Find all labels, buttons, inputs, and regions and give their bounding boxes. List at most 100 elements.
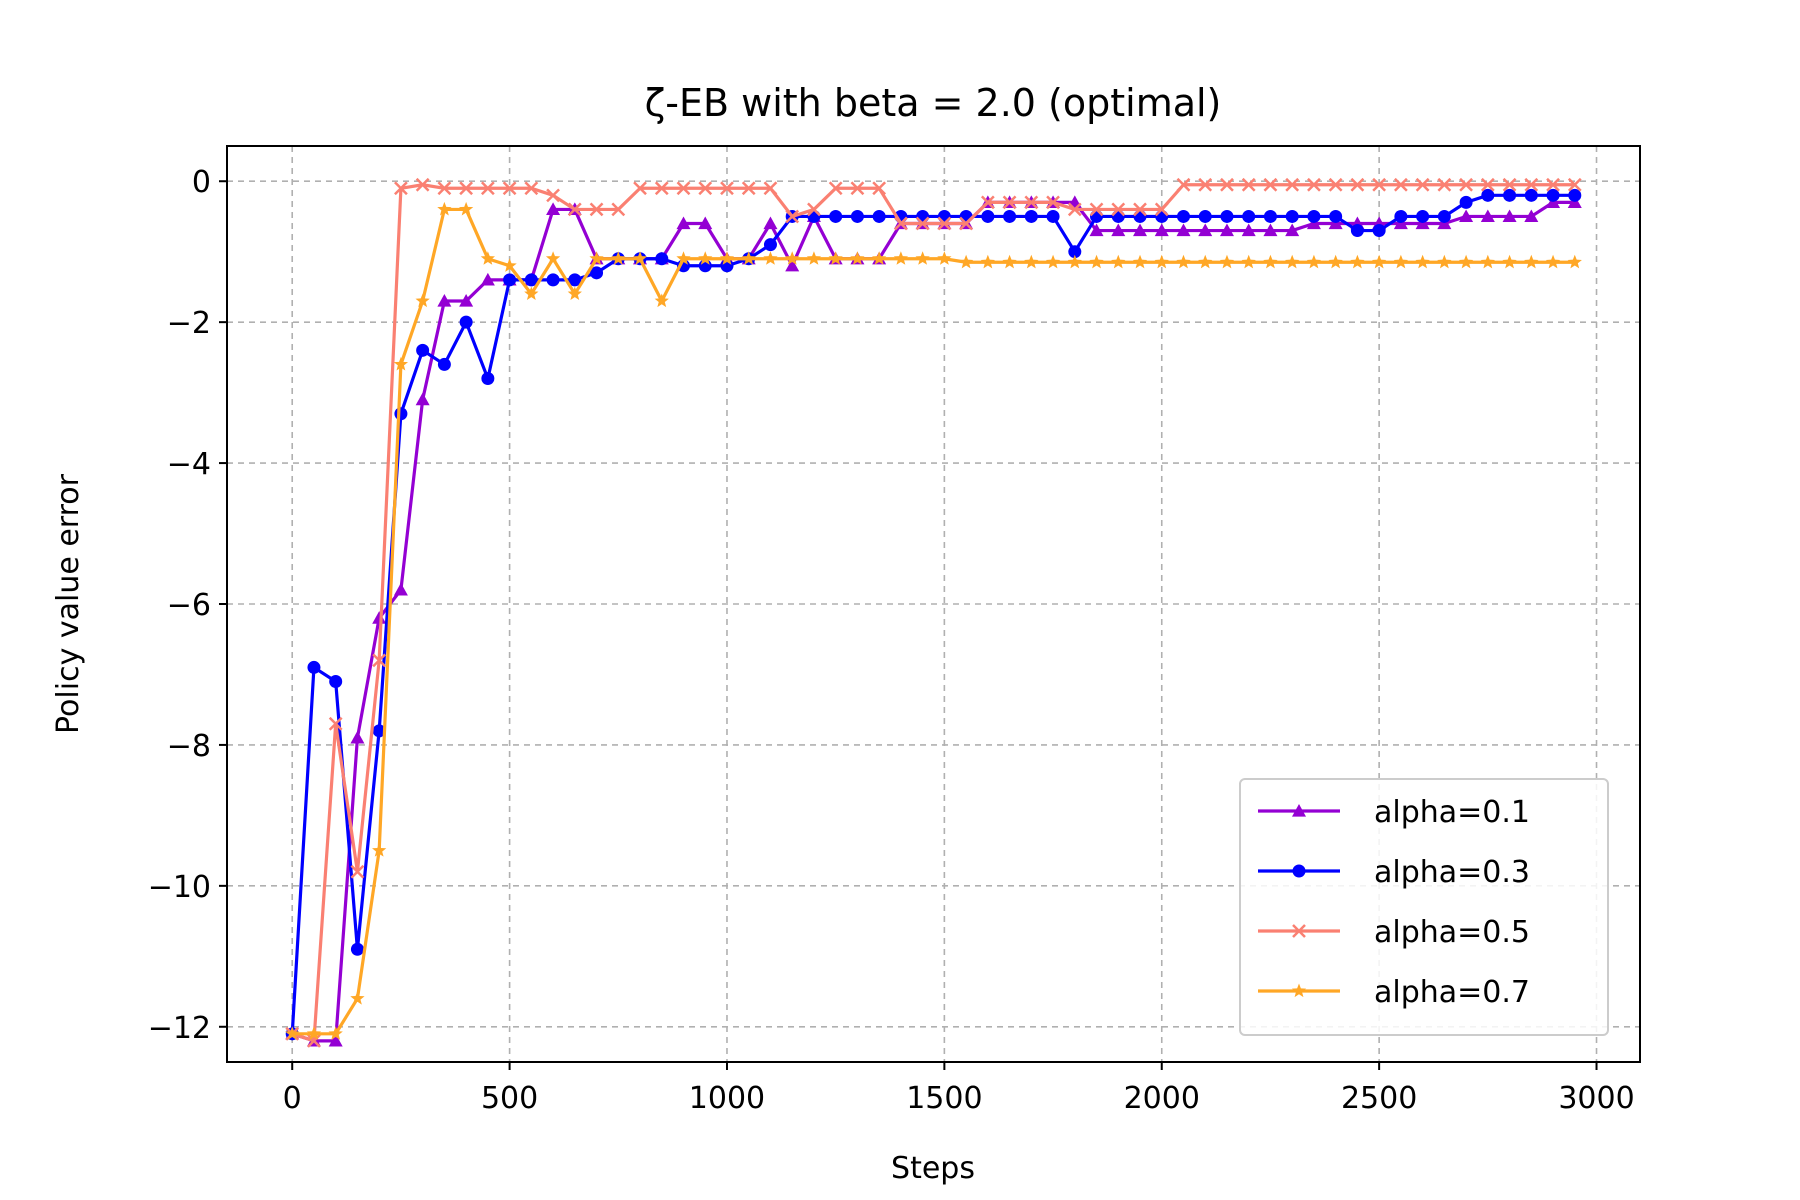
data-point — [1307, 177, 1321, 192]
y-tick-label: −6 — [167, 588, 211, 623]
data-point — [1089, 223, 1104, 237]
data-point — [1459, 195, 1473, 209]
data-point — [785, 251, 800, 265]
data-point — [698, 216, 713, 230]
data-point — [350, 730, 365, 744]
data-point — [1046, 195, 1060, 210]
data-point — [1263, 177, 1278, 192]
legend-label: alpha=0.1 — [1374, 795, 1530, 830]
data-point — [1524, 177, 1539, 192]
data-point — [350, 991, 365, 1005]
data-point — [503, 273, 517, 287]
x-axis-title: Steps — [891, 1151, 975, 1186]
data-point — [568, 273, 582, 287]
data-point — [763, 181, 778, 196]
data-point — [437, 357, 451, 371]
data-point — [915, 251, 930, 265]
data-point — [1176, 223, 1191, 237]
data-point — [306, 1026, 322, 1040]
data-point — [893, 251, 909, 265]
data-point — [1024, 254, 1039, 269]
data-point — [1132, 254, 1148, 269]
data-point — [416, 343, 430, 357]
data-point — [328, 1026, 343, 1040]
data-point — [1198, 254, 1213, 269]
data-point — [372, 653, 387, 668]
data-point — [785, 258, 800, 272]
data-point — [524, 181, 539, 196]
data-point — [1394, 209, 1408, 223]
data-point — [1220, 209, 1234, 223]
legend-item: alpha=0.7 — [1258, 975, 1530, 1010]
data-point — [1220, 177, 1234, 192]
data-point — [807, 202, 821, 217]
y-axis-title: Policy value error — [51, 473, 86, 734]
data-point — [1068, 245, 1082, 259]
chart-title: ζ-EB with beta = 2.0 (optimal) — [645, 81, 1222, 125]
x-tick-label: 2500 — [1341, 1081, 1417, 1116]
data-point — [546, 273, 560, 287]
data-point — [394, 407, 408, 421]
data-point — [1502, 254, 1517, 269]
data-point — [937, 251, 952, 265]
data-point — [1241, 223, 1256, 237]
data-point — [589, 202, 604, 217]
data-point — [980, 254, 995, 269]
data-point — [1524, 254, 1539, 269]
data-point — [307, 660, 321, 674]
legend-marker — [1291, 983, 1307, 998]
data-point — [850, 181, 865, 196]
data-point — [1241, 254, 1256, 269]
y-tick-label: −2 — [167, 306, 211, 341]
data-point — [1242, 209, 1256, 223]
data-point — [1437, 209, 1451, 223]
x-tick-label: 1500 — [906, 1081, 982, 1116]
data-point — [1567, 254, 1582, 269]
data-point — [1393, 177, 1408, 192]
data-point — [828, 251, 843, 265]
data-point — [372, 611, 387, 624]
data-point — [393, 356, 409, 371]
data-point — [741, 181, 756, 196]
legend-marker — [1292, 864, 1306, 878]
data-point — [567, 202, 582, 217]
data-point — [394, 181, 408, 196]
data-point — [480, 181, 495, 196]
data-point — [937, 216, 952, 231]
y-tick-label: −8 — [167, 729, 211, 764]
data-point — [1503, 188, 1517, 202]
data-point — [1089, 202, 1104, 217]
legend-label: alpha=0.7 — [1374, 975, 1530, 1010]
data-point — [1241, 177, 1256, 192]
data-point — [459, 294, 474, 307]
data-point — [828, 181, 843, 196]
data-point — [763, 216, 778, 230]
data-point — [1046, 209, 1060, 223]
series-layer — [285, 177, 1582, 1048]
y-tick-label: −4 — [167, 447, 211, 482]
data-point — [894, 216, 908, 231]
data-point — [1154, 202, 1169, 217]
legend-box — [1239, 778, 1609, 1036]
series-alpha=0.5 — [285, 177, 1582, 1048]
data-point — [1111, 223, 1126, 237]
data-point — [654, 293, 669, 308]
data-point — [1306, 254, 1322, 269]
data-point — [329, 675, 343, 689]
data-point — [1567, 177, 1582, 192]
data-point — [980, 195, 995, 210]
data-point — [1545, 254, 1561, 269]
data-point — [1176, 177, 1191, 192]
data-point — [567, 286, 582, 301]
data-point — [1328, 177, 1343, 192]
x-tick-label: 0 — [283, 1081, 302, 1116]
data-point — [1480, 254, 1495, 269]
data-point — [1328, 254, 1343, 269]
data-point — [676, 251, 691, 265]
legend-marker — [1292, 924, 1306, 938]
data-point — [1111, 202, 1126, 217]
data-point — [1067, 202, 1082, 217]
data-point — [1219, 254, 1235, 269]
data-point — [1350, 254, 1365, 269]
